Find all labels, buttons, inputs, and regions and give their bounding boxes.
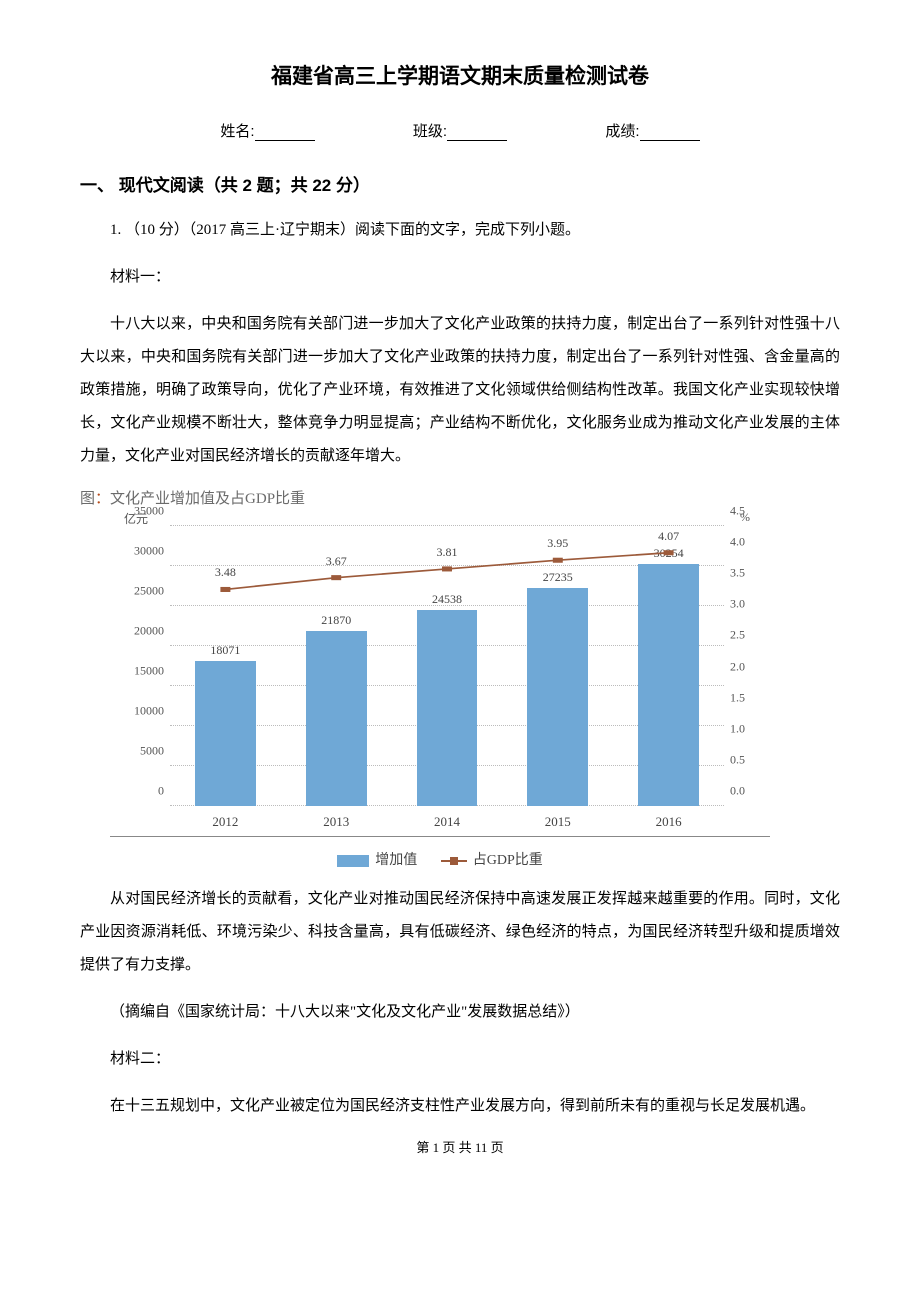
page-footer: 第 1 页 共 11 页 <box>80 1137 840 1156</box>
y2-tick-label: 2.0 <box>730 659 766 674</box>
y1-tick-label: 35000 <box>114 504 164 519</box>
y2-tick-label: 1.0 <box>730 721 766 736</box>
material-1-p1: 十八大以来，中央和国务院有关部门进一步加大了文化产业政策的扶持力度，制定出台了一… <box>80 308 840 473</box>
x-category-label: 2015 <box>502 814 613 830</box>
line-value-label: 3.81 <box>437 545 458 560</box>
class-blank <box>447 126 507 141</box>
line-value-label: 4.07 <box>658 529 679 544</box>
chart-container: 亿元 % 05000100001500020000250003000035000… <box>110 516 770 873</box>
y2-tick-label: 4.5 <box>730 504 766 519</box>
line-value-label: 3.48 <box>215 565 236 580</box>
y1-tick-label: 5000 <box>114 744 164 759</box>
section-1-header: 一、 现代文阅读（共 2 题；共 22 分） <box>80 171 840 196</box>
y1-tick-label: 25000 <box>114 584 164 599</box>
x-category-label: 2014 <box>392 814 503 830</box>
chart-area: 050001000015000200002500030000350000.00.… <box>110 516 770 837</box>
name-label: 姓名: <box>220 120 254 141</box>
legend-line-label: 占GDP比重 <box>473 853 543 868</box>
y1-tick-label: 10000 <box>114 704 164 719</box>
y2-tick-label: 3.0 <box>730 597 766 612</box>
y1-tick-label: 15000 <box>114 664 164 679</box>
line-value-label: 3.95 <box>547 536 568 551</box>
y2-tick-label: 0.0 <box>730 784 766 799</box>
x-category-label: 2013 <box>281 814 392 830</box>
legend-swatch-line <box>441 860 467 862</box>
y2-tick-label: 2.5 <box>730 628 766 643</box>
material-1-source: （摘编自《国家统计局：十八大以来"文化及文化产业"发展数据总结》） <box>80 996 840 1029</box>
score-label: 成绩: <box>605 120 639 141</box>
material-2-label: 材料二： <box>80 1043 840 1076</box>
line-series <box>170 526 724 806</box>
y2-tick-label: 4.0 <box>730 535 766 550</box>
class-label: 班级: <box>413 120 447 141</box>
footer-suffix: 页 <box>487 1140 503 1155</box>
chart-caption-prefix: 图 <box>80 491 95 507</box>
line-value-label: 3.67 <box>326 554 347 569</box>
material-2-p1: 在十三五规划中，文化产业被定位为国民经济支柱性产业发展方向，得到前所未有的重视与… <box>80 1090 840 1123</box>
plot-area: 050001000015000200002500030000350000.00.… <box>170 526 724 806</box>
y1-tick-label: 20000 <box>114 624 164 639</box>
y1-tick-label: 30000 <box>114 544 164 559</box>
legend-swatch-bar <box>337 855 369 867</box>
score-blank <box>640 126 700 141</box>
x-category-label: 2012 <box>170 814 281 830</box>
chart-caption-colon: ： <box>95 491 110 507</box>
question-1-lead: 1. （10 分）（2017 高三上·辽宁期末）阅读下面的文字，完成下列小题。 <box>80 214 840 247</box>
material-1-p2: 从对国民经济增长的贡献看，文化产业对推动国民经济保持中高速发展正发挥越来越重要的… <box>80 883 840 982</box>
footer-prefix: 第 <box>416 1140 432 1155</box>
document-title: 福建省高三上学期语文期末质量检测试卷 <box>80 60 840 90</box>
x-category-label: 2016 <box>613 814 724 830</box>
y2-tick-label: 1.5 <box>730 690 766 705</box>
name-blank <box>255 126 315 141</box>
footer-page-total: 11 <box>475 1140 488 1155</box>
material-1-label: 材料一： <box>80 261 840 294</box>
chart-legend: 增加值 占GDP比重 <box>110 837 770 873</box>
footer-mid: 页 共 <box>439 1140 475 1155</box>
y2-tick-label: 0.5 <box>730 752 766 767</box>
y1-tick-label: 0 <box>114 784 164 799</box>
chart-caption: 图：文化产业增加值及占GDP比重 <box>80 487 840 508</box>
legend-bar-label: 增加值 <box>375 853 417 868</box>
student-info-row: 姓名: 班级: 成绩: <box>80 120 840 141</box>
y2-tick-label: 3.5 <box>730 566 766 581</box>
page: 福建省高三上学期语文期末质量检测试卷 姓名: 班级: 成绩: 一、 现代文阅读（… <box>0 0 920 1196</box>
